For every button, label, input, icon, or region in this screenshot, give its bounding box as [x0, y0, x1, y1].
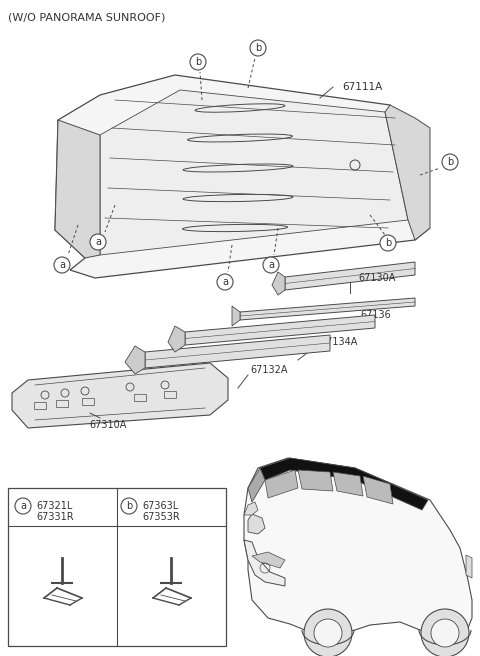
Polygon shape [248, 468, 265, 502]
Polygon shape [252, 552, 285, 568]
Circle shape [431, 619, 459, 647]
Text: 67134A: 67134A [320, 337, 358, 347]
Text: 67132A: 67132A [250, 365, 288, 375]
Polygon shape [232, 306, 240, 326]
Polygon shape [244, 458, 472, 635]
Polygon shape [260, 458, 428, 510]
Circle shape [90, 234, 106, 250]
Text: 67321L: 67321L [36, 501, 72, 511]
Text: a: a [222, 277, 228, 287]
Text: a: a [268, 260, 274, 270]
Circle shape [380, 235, 396, 251]
Bar [8, 488, 226, 646]
Polygon shape [125, 346, 145, 374]
Polygon shape [363, 476, 393, 504]
Polygon shape [244, 502, 258, 515]
Polygon shape [285, 262, 415, 290]
Circle shape [217, 274, 233, 290]
Circle shape [250, 40, 266, 56]
Circle shape [54, 257, 70, 273]
Text: b: b [385, 238, 391, 248]
Polygon shape [244, 540, 285, 586]
Circle shape [190, 54, 206, 70]
Circle shape [314, 619, 342, 647]
Polygon shape [145, 335, 330, 368]
Text: b: b [255, 43, 261, 53]
Text: b: b [126, 501, 132, 511]
Polygon shape [100, 90, 408, 255]
Text: (W/O PANORAMA SUNROOF): (W/O PANORAMA SUNROOF) [8, 12, 166, 22]
Polygon shape [55, 120, 100, 258]
Text: a: a [59, 260, 65, 270]
Text: 67136: 67136 [360, 310, 391, 320]
Circle shape [263, 257, 279, 273]
Polygon shape [240, 298, 415, 320]
Text: 67130A: 67130A [358, 273, 396, 283]
Text: b: b [195, 57, 201, 67]
Bar [134, 394, 146, 401]
Text: 67310A: 67310A [89, 420, 127, 430]
Bar [164, 391, 176, 398]
Polygon shape [466, 555, 472, 578]
Text: 67353R: 67353R [142, 512, 180, 522]
Text: 67363L: 67363L [142, 501, 178, 511]
Bar [82, 398, 94, 405]
Text: 67111A: 67111A [342, 82, 382, 92]
Polygon shape [55, 75, 430, 278]
Polygon shape [12, 363, 228, 428]
Polygon shape [385, 105, 430, 240]
Polygon shape [168, 326, 185, 352]
Text: a: a [20, 501, 26, 511]
Circle shape [304, 609, 352, 656]
Polygon shape [298, 470, 333, 491]
Polygon shape [333, 472, 363, 496]
Text: 67331R: 67331R [36, 512, 73, 522]
Text: a: a [95, 237, 101, 247]
Circle shape [121, 498, 137, 514]
Circle shape [15, 498, 31, 514]
Circle shape [421, 609, 469, 656]
Polygon shape [272, 272, 285, 295]
Text: b: b [447, 157, 453, 167]
Circle shape [442, 154, 458, 170]
Bar [34, 402, 46, 409]
Bar [56, 400, 68, 407]
Polygon shape [265, 470, 298, 498]
Polygon shape [248, 514, 265, 534]
Polygon shape [185, 315, 375, 345]
